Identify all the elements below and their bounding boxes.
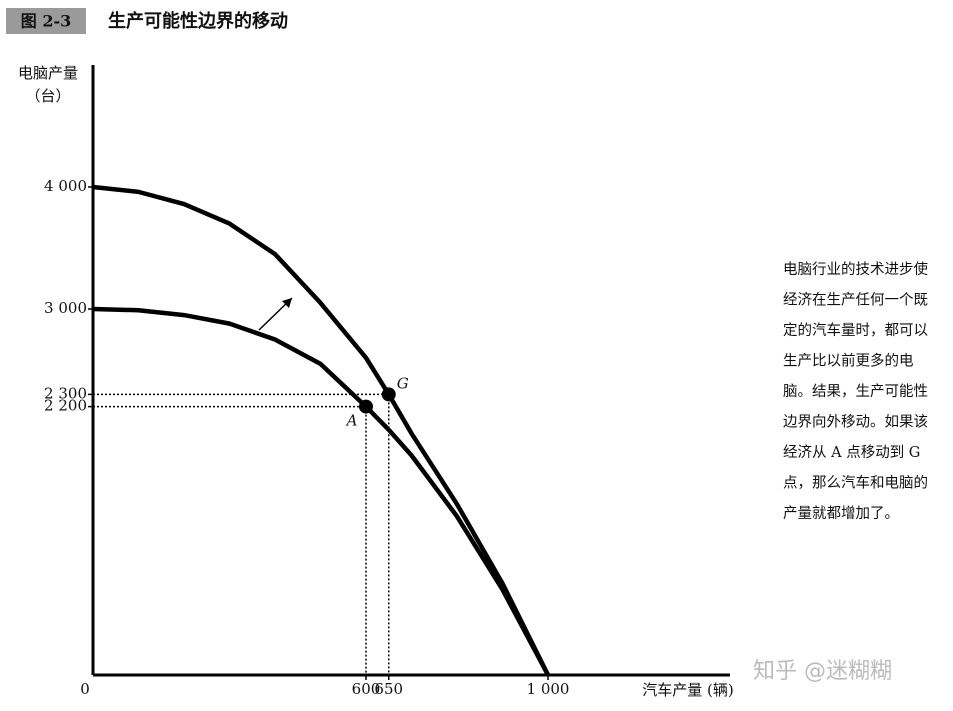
caption-line: 电脑行业的技术进步使: [783, 261, 928, 278]
point-label: G: [397, 374, 409, 392]
x-axis-label: 汽车产量 (辆): [642, 681, 733, 699]
y-tick-label: 2 200: [44, 397, 87, 415]
y-axis-label: 电脑产量: [18, 64, 78, 82]
figure-badge: 图 2-3: [21, 12, 71, 31]
caption-line: 生产比以前更多的电: [783, 353, 914, 370]
caption-line: 边界向外移动。如果该: [783, 414, 928, 431]
arrow-head: [282, 298, 292, 308]
caption-line: 经济从 A 点移动到 G: [783, 444, 920, 461]
x-tick-label: 650: [374, 680, 403, 698]
caption-line: 脑。结果，生产可能性: [783, 383, 928, 400]
ppf-curve: [92, 306, 550, 677]
x-tick-label: 1 000: [527, 680, 570, 698]
chart-title: 生产可能性边界的移动: [108, 10, 288, 32]
y-tick-label: 3 000: [44, 299, 87, 317]
x-tick-label: 0: [80, 680, 90, 698]
watermark: 知乎 @迷糊糊: [753, 659, 892, 684]
x-tick-label: 600: [352, 680, 381, 698]
caption-line: 点，那么汽车和电脑的: [783, 475, 928, 492]
caption-line: 经济在生产任何一个既: [783, 292, 928, 309]
point: [381, 387, 396, 402]
ppf-curve: [92, 184, 551, 677]
point: [359, 399, 373, 414]
caption-line: 定的汽车量时，都可以: [783, 322, 928, 339]
point-label: A: [345, 412, 358, 430]
y-tick-label: 2 300: [44, 384, 87, 402]
badge-box: [6, 8, 86, 34]
y-tick-label: 4 000: [44, 177, 87, 195]
y-axis-label: （台）: [25, 87, 70, 105]
caption-line: 产量就都增加了。: [783, 505, 899, 522]
